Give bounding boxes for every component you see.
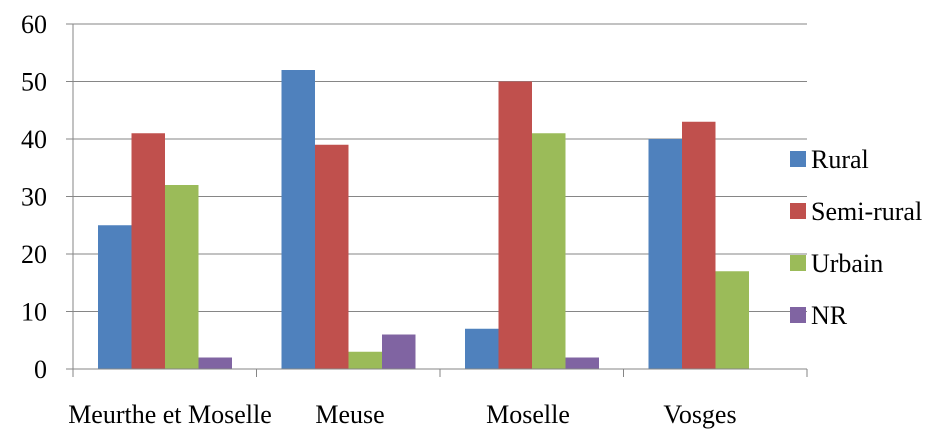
legend-swatch xyxy=(790,203,806,219)
bar-semi-rural-3 xyxy=(498,81,532,369)
legend-swatch xyxy=(790,255,806,271)
y-tick-label: 30 xyxy=(21,183,47,212)
bar-nr-3 xyxy=(565,357,599,369)
x-category-label: Meurthe et Moselle xyxy=(68,400,272,429)
x-category-label: Vosges xyxy=(663,400,736,429)
legend-label: Urbain xyxy=(811,249,883,278)
x-axis-category-labels: Meurthe et Moselle Meuse Moselle Vosges xyxy=(68,400,736,429)
bar-urbain-2 xyxy=(348,351,382,369)
bar-urbain-4 xyxy=(715,271,749,369)
bar-urbain-1 xyxy=(165,185,199,369)
bar-nr-2 xyxy=(382,334,416,369)
y-tick-label: 60 xyxy=(21,10,47,39)
bar-rural-2 xyxy=(281,70,315,369)
legend-label: NR xyxy=(811,301,848,330)
y-tick-label: 50 xyxy=(21,68,47,97)
legend-swatch xyxy=(790,307,806,323)
axes xyxy=(66,23,808,377)
legend-label: Semi-rural xyxy=(811,197,922,226)
bar-rural-1 xyxy=(98,225,132,369)
bar-semi-rural-2 xyxy=(315,144,349,369)
bars xyxy=(98,70,749,369)
bar-urbain-3 xyxy=(532,133,566,369)
bar-rural-4 xyxy=(648,139,682,369)
bar-semi-rural-4 xyxy=(682,121,716,369)
x-category-label: Meuse xyxy=(315,400,384,429)
legend: Rural Semi-rural Urbain NR xyxy=(790,145,922,330)
bar-nr-1 xyxy=(198,357,232,369)
bar-semi-rural-1 xyxy=(131,133,165,369)
legend-label: Rural xyxy=(811,145,869,174)
bar-rural-3 xyxy=(465,328,499,369)
x-category-label: Moselle xyxy=(486,400,570,429)
y-tick-label: 40 xyxy=(21,125,47,154)
y-tick-label: 0 xyxy=(34,355,47,384)
y-axis-tick-labels: 0 10 20 30 40 50 60 xyxy=(21,10,47,384)
y-tick-label: 20 xyxy=(21,240,47,269)
y-tick-label: 10 xyxy=(21,298,47,327)
legend-swatch xyxy=(790,151,806,167)
